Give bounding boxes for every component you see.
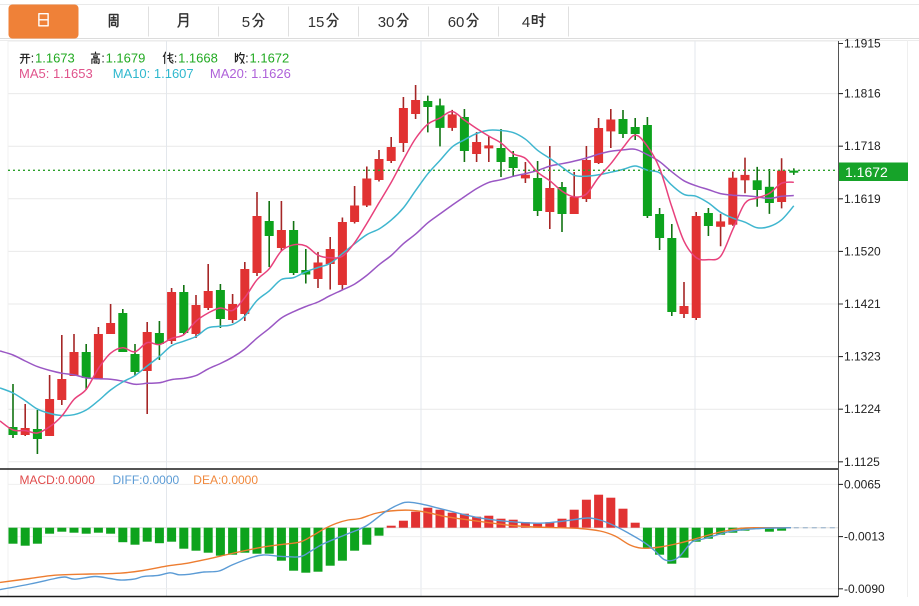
svg-text:1.1125: 1.1125 (844, 455, 880, 469)
svg-text:MA5: 1.1653: MA5: 1.1653 (19, 66, 93, 81)
svg-text:MA10: 1.1607: MA10: 1.1607 (113, 66, 194, 81)
svg-text:60: 60 (448, 14, 465, 31)
svg-text:1.1679: 1.1679 (106, 51, 146, 66)
svg-text:1.1323: 1.1323 (844, 350, 881, 364)
svg-text:-0.0090: -0.0090 (844, 582, 885, 596)
svg-text:15: 15 (308, 14, 325, 31)
svg-text:MACD:0.0000: MACD:0.0000 (20, 473, 96, 487)
svg-text:5: 5 (242, 14, 250, 31)
svg-text:1.1718: 1.1718 (844, 139, 881, 153)
svg-text:1.1672: 1.1672 (845, 164, 888, 180)
svg-text:-0.0013: -0.0013 (844, 530, 885, 544)
svg-text::: : (245, 51, 249, 66)
svg-text:1.1673: 1.1673 (35, 51, 75, 66)
svg-text:30: 30 (378, 14, 395, 31)
svg-text:1.1619: 1.1619 (844, 192, 881, 206)
svg-text:1.1421: 1.1421 (844, 297, 881, 311)
svg-text:1.1672: 1.1672 (250, 51, 290, 66)
svg-text:1.1915: 1.1915 (844, 37, 881, 51)
svg-text:MA20: 1.1626: MA20: 1.1626 (210, 66, 291, 81)
svg-text:1.1816: 1.1816 (844, 87, 881, 101)
svg-text:DIFF:0.0000: DIFF:0.0000 (113, 473, 180, 487)
svg-text:1.1520: 1.1520 (844, 244, 881, 258)
svg-text:DEA:0.0000: DEA:0.0000 (193, 473, 258, 487)
svg-text:0.0065: 0.0065 (844, 477, 881, 491)
svg-text:1.1224: 1.1224 (844, 402, 881, 416)
svg-text::: : (31, 51, 35, 66)
svg-text::: : (101, 51, 105, 66)
svg-text::: : (174, 51, 178, 66)
svg-text:4: 4 (522, 14, 530, 31)
svg-text:1.1668: 1.1668 (178, 51, 218, 66)
